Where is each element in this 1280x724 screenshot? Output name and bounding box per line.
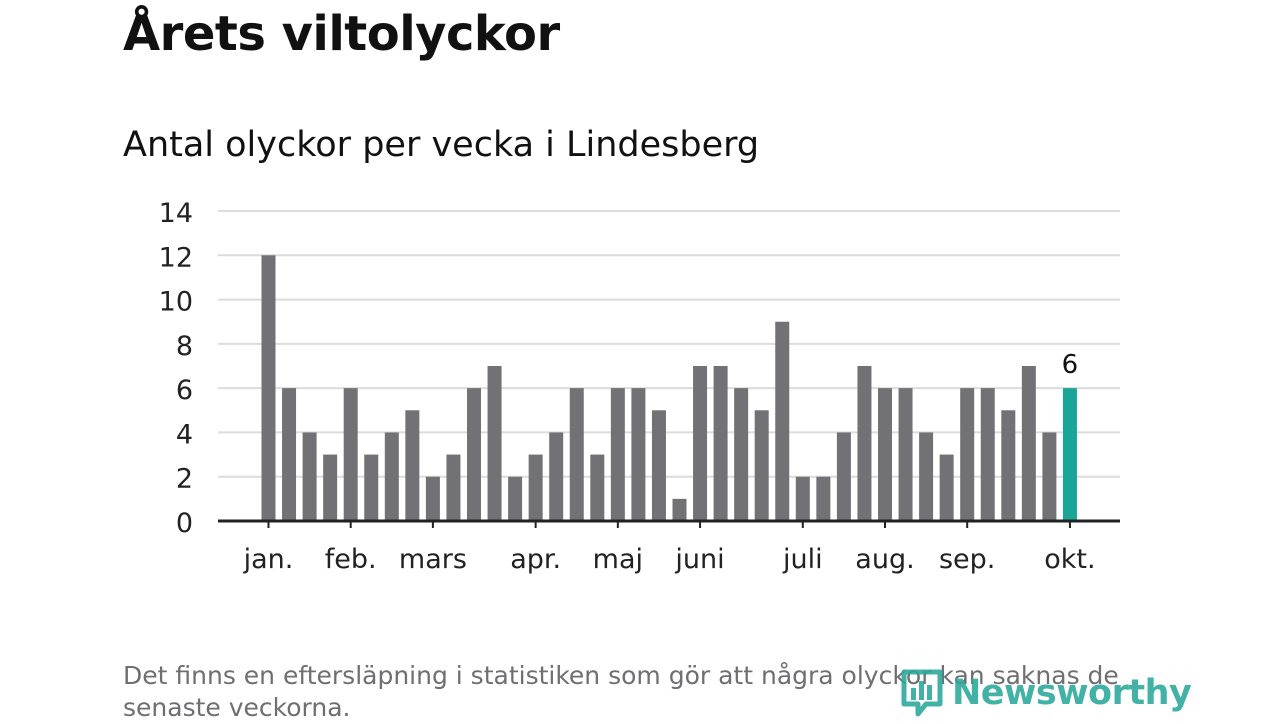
chart-subtitle: Antal olyckor per vecka i Lindesberg — [123, 125, 760, 165]
logo-text: Newsworthy — [952, 673, 1192, 713]
newsworthy-logo[interactable]: Newsworthy — [900, 668, 1192, 718]
bar — [446, 454, 461, 521]
bar — [1042, 432, 1057, 521]
bar — [816, 476, 831, 521]
bars — [261, 255, 1077, 522]
y-tick-label: 10 — [159, 287, 193, 318]
y-axis-ticks: 0 2 4 6 8 10 12 14 — [159, 198, 193, 539]
bar — [693, 366, 708, 521]
bar — [631, 388, 646, 521]
y-tick-label: 8 — [176, 331, 193, 362]
bar — [898, 388, 913, 521]
bar — [919, 432, 934, 521]
bar — [836, 432, 851, 521]
bar — [1001, 410, 1016, 521]
bar — [261, 255, 276, 522]
x-axis: jan. feb. mars apr. maj juni juli aug. sep. okt. — [218, 519, 1120, 575]
y-tick-label: 2 — [176, 464, 193, 495]
x-tick-label: apr. — [510, 544, 561, 575]
bar-highlight — [1062, 388, 1077, 521]
bar — [467, 388, 481, 521]
bar — [795, 476, 810, 521]
y-tick-label: 12 — [159, 242, 193, 273]
bar — [425, 476, 440, 521]
bar — [960, 388, 975, 521]
bar — [1021, 366, 1036, 521]
bar — [980, 388, 995, 521]
bar — [857, 366, 872, 521]
data-labels: 6 — [1062, 350, 1079, 380]
bar — [302, 432, 317, 521]
bar — [282, 388, 297, 521]
bar — [878, 388, 892, 521]
bar — [651, 410, 666, 521]
bar — [384, 432, 399, 521]
y-tick-label: 14 — [159, 198, 193, 229]
bar — [528, 454, 543, 521]
x-tick-label: sep. — [939, 544, 995, 575]
bar — [343, 388, 358, 521]
data-label: 6 — [1062, 350, 1079, 380]
bar — [590, 454, 605, 521]
y-tick-label: 6 — [176, 375, 193, 406]
bar — [939, 454, 954, 521]
bar — [734, 388, 749, 521]
chart-title: Årets viltolyckor — [123, 6, 560, 62]
bar — [323, 454, 338, 521]
bar — [364, 454, 379, 521]
bar — [775, 321, 790, 521]
x-tick-label: okt. — [1044, 544, 1095, 575]
bar — [672, 498, 687, 521]
x-tick-label: juli — [782, 544, 823, 575]
bar-chart-bubble-icon — [901, 669, 943, 717]
bar — [508, 476, 523, 521]
bar — [569, 388, 584, 521]
x-tick-label: aug. — [855, 544, 914, 575]
bar — [487, 366, 502, 521]
y-tick-label: 4 — [176, 419, 193, 450]
bar — [713, 366, 728, 521]
x-tick-label: jan. — [243, 544, 294, 575]
x-tick-label: mars — [399, 544, 467, 575]
bar — [549, 432, 564, 521]
bar — [405, 410, 420, 521]
footnote: Det finns en eftersläpning i statistiken… — [123, 661, 1119, 722]
x-tick-label: juni — [674, 544, 724, 575]
x-tick-label: feb. — [325, 544, 377, 575]
bar — [754, 410, 769, 521]
bar-chart: 0 2 4 6 8 10 12 14 jan. feb. mars apr. maj juni juli a… — [159, 198, 1120, 575]
bar — [610, 388, 625, 521]
x-tick-label: maj — [593, 544, 643, 575]
y-tick-label: 0 — [176, 508, 193, 539]
